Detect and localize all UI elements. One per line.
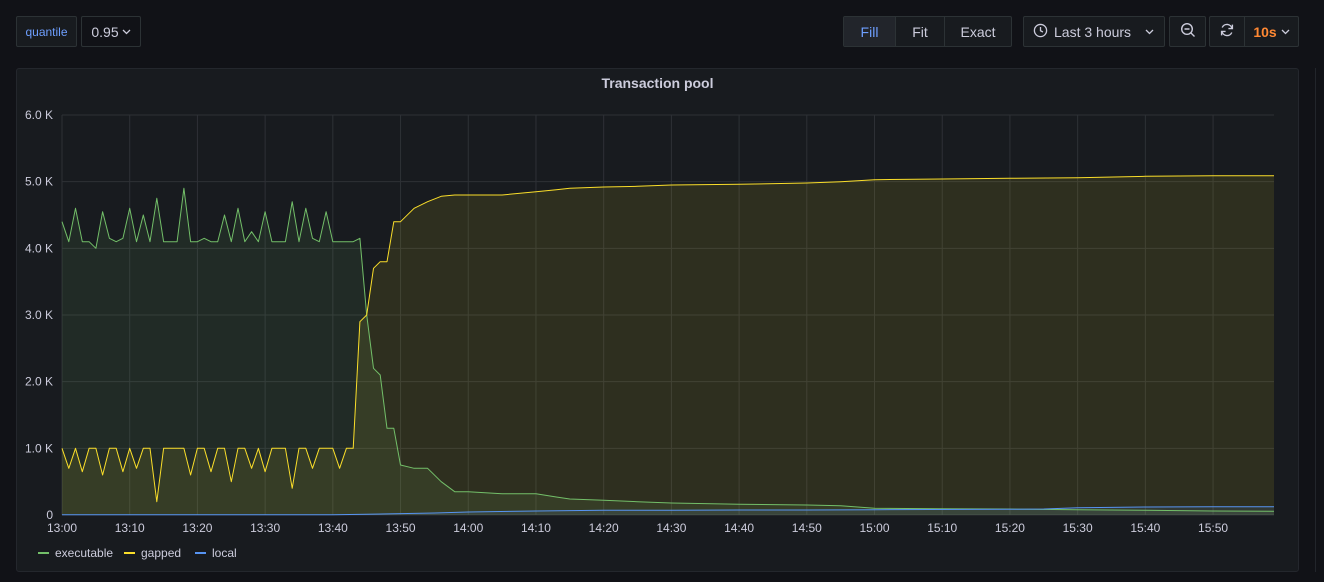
x-tick-label: 15:40 (1130, 521, 1160, 535)
y-tick-label: 1.0 K (25, 441, 53, 455)
x-tick-label: 13:50 (386, 521, 416, 535)
x-tick-label: 15:30 (1063, 521, 1093, 535)
clock-icon (1033, 23, 1048, 41)
legend: executable gapped local (38, 546, 237, 560)
fill-button[interactable]: Fill (844, 17, 896, 46)
quantile-value: 0.95 (91, 23, 119, 40)
x-tick-label: 15:10 (927, 521, 957, 535)
x-tick-label: 15:20 (995, 521, 1025, 535)
zoom-out-icon (1180, 22, 1196, 41)
y-axis: 0 1.0 K 2.0 K 3.0 K 4.0 K 5.0 K 6.0 K (25, 108, 53, 522)
dashboard-toolbar: quantile 0.95 Fill Fit Exact Last 3 hour… (0, 0, 1324, 64)
series-lines (61, 175, 1275, 516)
grid (61, 114, 1274, 516)
x-tick-label: 13:20 (182, 521, 212, 535)
time-range-label: Last 3 hours (1054, 23, 1132, 40)
x-tick-label: 13:40 (318, 521, 348, 535)
legend-item-gapped[interactable]: gapped (124, 546, 181, 560)
chevron-down-icon (1281, 27, 1290, 37)
legend-label: executable (55, 546, 113, 560)
x-tick-label: 14:10 (521, 521, 551, 535)
gapped-line[interactable] (61, 175, 1274, 503)
local-line[interactable] (62, 506, 1274, 516)
refresh-icon (1219, 22, 1235, 41)
chevron-down-icon (122, 27, 131, 37)
y-tick-label: 6.0 K (25, 108, 53, 122)
y-tick-label: 0 (46, 508, 53, 522)
page-scrollbar[interactable] (1313, 68, 1324, 572)
x-tick-label: 15:50 (1198, 521, 1228, 535)
refresh-interval-label: 10s (1253, 23, 1277, 40)
y-tick-label: 4.0 K (25, 241, 53, 255)
x-tick-label: 13:10 (115, 521, 145, 535)
x-tick-label: 15:00 (859, 521, 889, 535)
refresh-interval-select[interactable]: 10s (1244, 16, 1299, 47)
y-tick-label: 2.0 K (25, 375, 53, 389)
quantile-select[interactable]: 0.95 (81, 16, 141, 47)
view-mode-group: Fill Fit Exact (843, 16, 1012, 47)
gapped-area (62, 175, 1274, 515)
chevron-down-icon (1145, 27, 1154, 37)
refresh-button[interactable] (1209, 16, 1245, 47)
panel-title[interactable]: Transaction pool (601, 75, 714, 91)
y-tick-label: 3.0 K (25, 308, 53, 322)
legend-label: gapped (141, 546, 181, 560)
fit-button[interactable]: Fit (896, 17, 945, 46)
legend-label: local (212, 546, 237, 560)
x-tick-label: 13:30 (250, 521, 280, 535)
series-areas (62, 175, 1274, 516)
x-tick-label: 14:00 (453, 521, 483, 535)
exact-button[interactable]: Exact (960, 23, 996, 40)
executable-line[interactable] (61, 187, 1275, 512)
legend-item-executable[interactable]: executable (38, 546, 113, 560)
x-tick-label: 14:20 (589, 521, 619, 535)
x-tick-label: 14:30 (656, 521, 686, 535)
local-area (62, 506, 1274, 515)
zoom-out-button[interactable] (1169, 16, 1206, 47)
time-range-picker[interactable]: Last 3 hours (1023, 16, 1165, 47)
legend-item-local[interactable]: local (195, 546, 237, 560)
x-axis: 13:00 13:10 13:20 13:30 13:40 13:50 14:00 14:10… (47, 521, 1228, 535)
executable-area (62, 188, 1274, 516)
x-tick-label: 14:40 (724, 521, 754, 535)
transaction-pool-chart[interactable]: 01.0 K2.0 K3.0 K4.0 K5.0 K6.0 K 13:00 13:… (17, 69, 1298, 571)
x-tick-label: 13:00 (47, 521, 77, 535)
y-tick-label: 5.0 K (25, 175, 53, 189)
variable-label: quantile (16, 16, 77, 47)
transaction-pool-panel: Transaction pool 0 1.0 K 2.0 K 3.0 K 4.0 K 5.… (16, 68, 1299, 572)
x-tick-label: 14:50 (792, 521, 822, 535)
